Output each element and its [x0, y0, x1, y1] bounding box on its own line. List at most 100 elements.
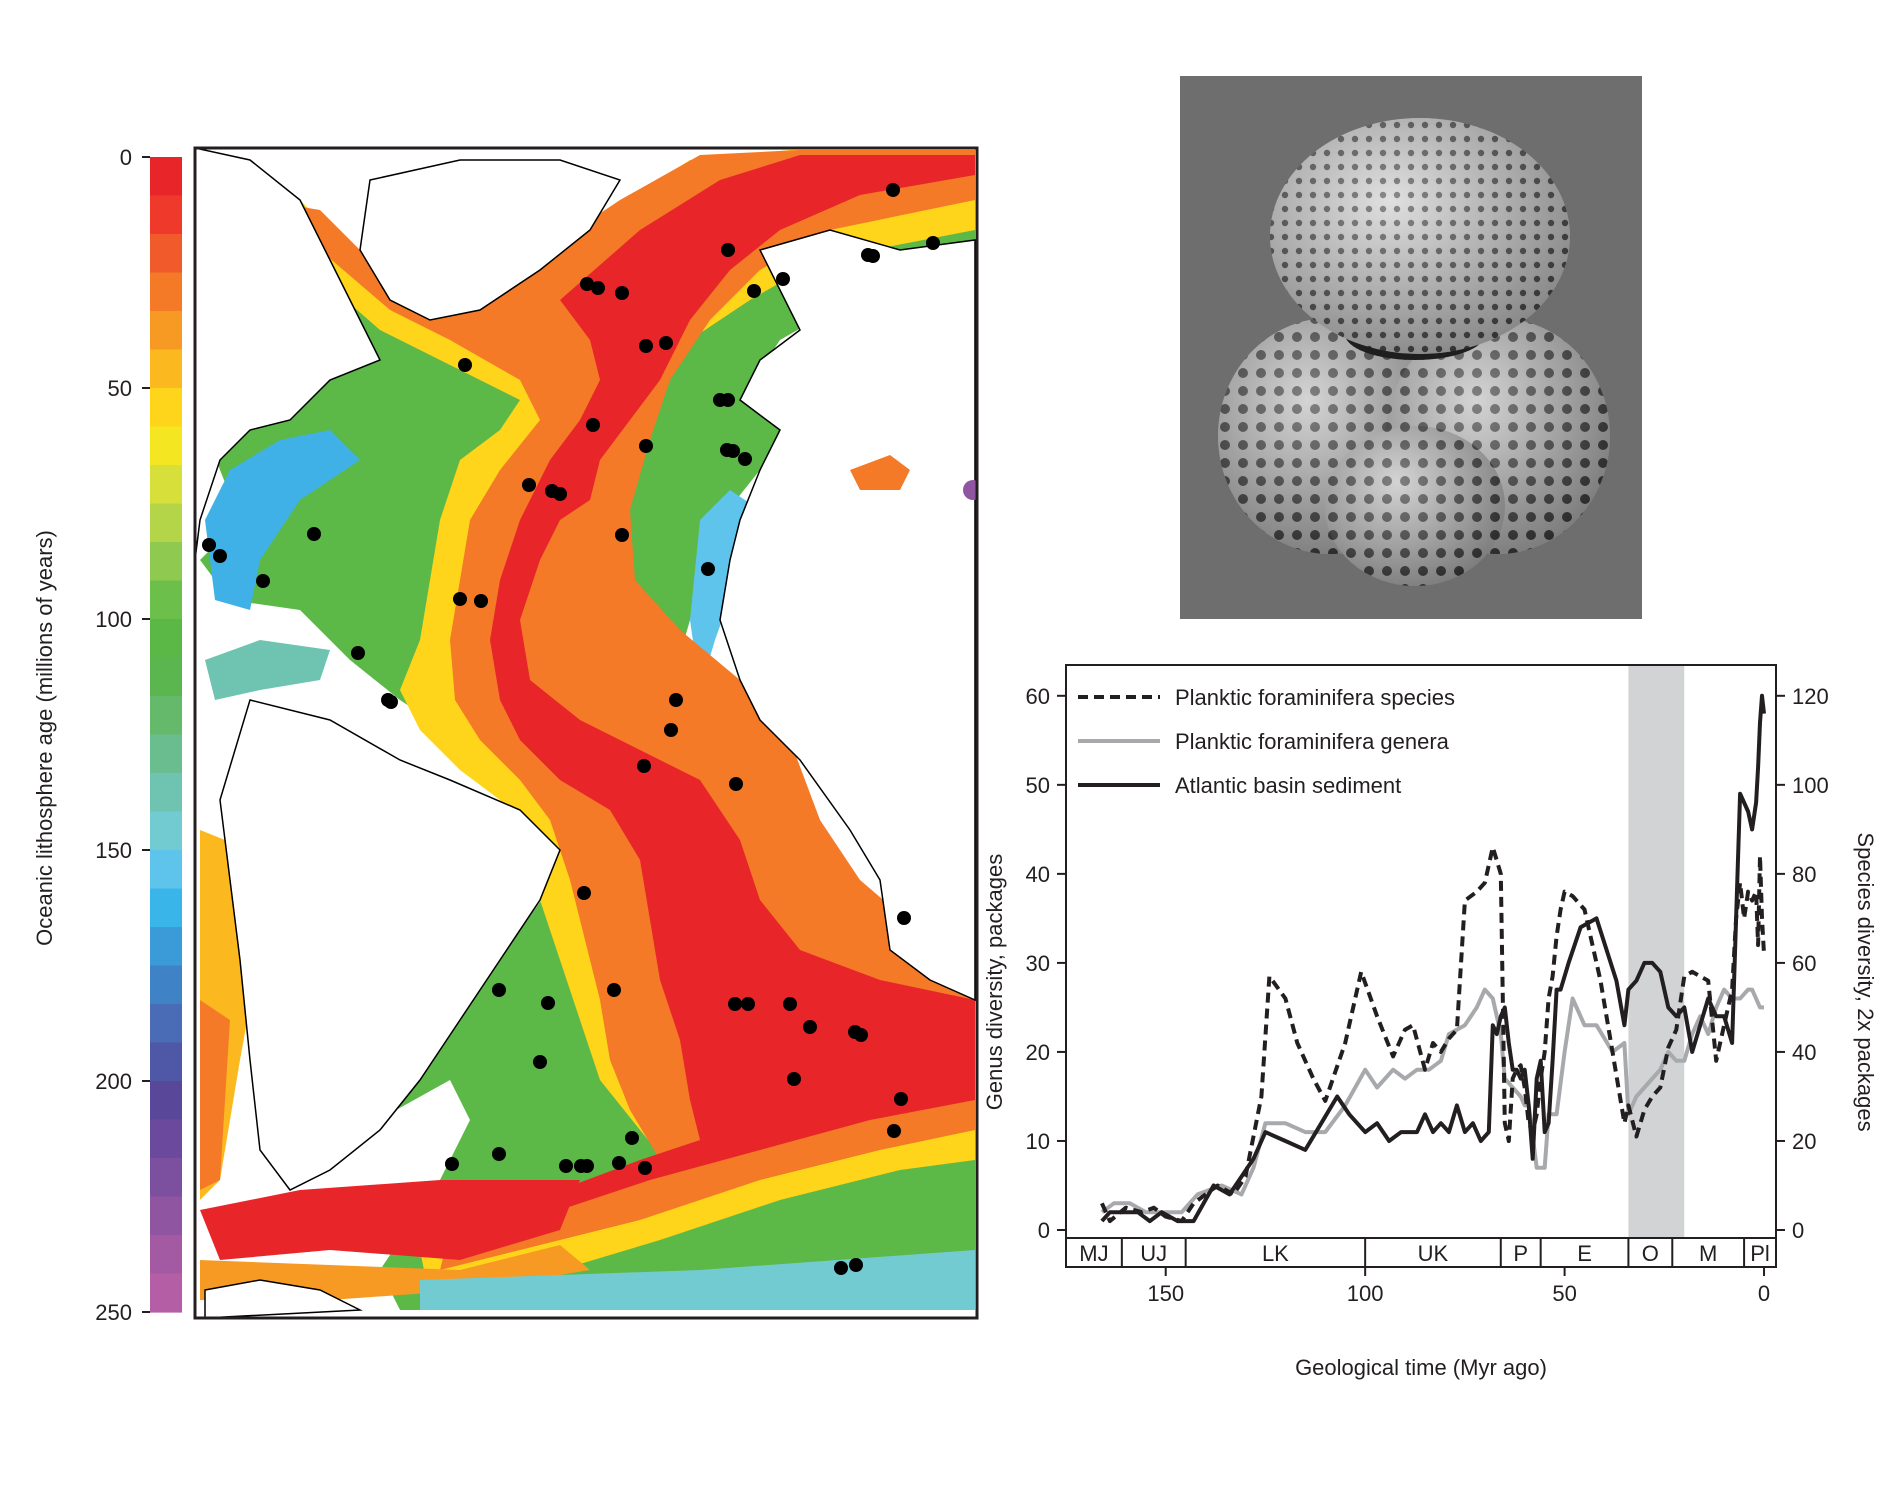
drill-site-marker	[580, 277, 594, 291]
drill-site-marker	[738, 452, 752, 466]
colorbar-tick-label: 50	[108, 376, 132, 401]
x-tick-label: 150	[1147, 1281, 1184, 1306]
pacific-floor-orange	[200, 1000, 230, 1190]
drill-site-marker	[625, 1131, 639, 1145]
drill-site-marker	[202, 538, 216, 552]
drill-site-marker	[612, 1156, 626, 1170]
age-colorbar-axis-label: Oceanic lithosphere age (millions of yea…	[32, 530, 57, 946]
drill-site-marker	[721, 393, 735, 407]
colorbar-swatch	[150, 1235, 182, 1275]
drill-site-marker	[866, 249, 880, 263]
series-line-planktic-foraminifera-species	[1100, 845, 1766, 1224]
drill-site-marker	[445, 1157, 459, 1171]
period-label: UJ	[1140, 1241, 1167, 1266]
drill-site-marker	[664, 723, 678, 737]
south-america-landmass	[219, 699, 561, 1191]
colorbar-swatch	[150, 965, 182, 1005]
colorbar-swatch	[150, 619, 182, 659]
drill-site-marker	[213, 549, 227, 563]
drill-site-marker	[458, 358, 472, 372]
drill-site-marker	[741, 997, 755, 1011]
map-frame	[193, 146, 979, 1320]
y-right-tick-label: 0	[1792, 1218, 1804, 1243]
colorbar-swatch	[150, 1119, 182, 1159]
drill-site-marker	[586, 418, 600, 432]
colorbar-swatch	[150, 234, 182, 274]
foraminifera-sem-image	[1180, 76, 1642, 619]
drill-site-marker	[639, 339, 653, 353]
antarctica-peninsula	[204, 1279, 363, 1318]
colorbar-swatch	[150, 311, 182, 351]
x-axis-label: Geological time (Myr ago)	[1295, 1355, 1547, 1380]
colorbar-swatch	[150, 1158, 182, 1198]
drill-site-marker	[384, 695, 398, 709]
drill-site-marker	[474, 594, 488, 608]
drill-site-marker	[638, 1161, 652, 1175]
drill-site-marker	[615, 528, 629, 542]
oligocene-shaded-band	[1628, 665, 1685, 1238]
colorbar-tick-label: 0	[120, 145, 132, 170]
drill-site-marker	[533, 1055, 547, 1069]
y-left-tick-label: 50	[1026, 773, 1050, 798]
drill-site-marker	[849, 1258, 863, 1272]
drill-site-marker	[453, 592, 467, 606]
drill-site-marker	[701, 562, 715, 576]
y-left-tick-label: 0	[1038, 1218, 1050, 1243]
drill-site-marker	[887, 1124, 901, 1138]
north-america-landmass	[195, 148, 382, 561]
drill-site-marker	[787, 1072, 801, 1086]
drill-site-marker	[256, 574, 270, 588]
chart-legend: Planktic foraminifera species Planktic fo…	[1078, 685, 1455, 798]
drill-site-marker	[728, 997, 742, 1011]
drill-site-marker	[522, 478, 536, 492]
colorbar-swatch	[150, 542, 182, 582]
colorbar-swatch	[150, 850, 182, 890]
diversity-chart-svg: MJ UJ LK UK P E O M Pl 150 100 50 0 0 10 20 30 40 50 60 0…	[982, 664, 1878, 1380]
x-axis-ticks: 150 100 50 0	[1147, 1267, 1770, 1306]
colorbar-swatch	[150, 657, 182, 697]
colorbar-swatch	[150, 349, 182, 389]
colorbar-swatch	[150, 1081, 182, 1121]
colorbar-swatch	[150, 1196, 182, 1236]
period-label-bar: MJ UJ LK UK P E O M Pl	[1066, 1237, 1776, 1267]
drill-site-marker	[580, 1159, 594, 1173]
mediterranean-patch	[850, 455, 910, 490]
diversity-chart-panel: MJ UJ LK UK P E O M Pl 150 100 50 0 0 10 20 30 40 50 60 0…	[960, 630, 1890, 1410]
drill-site-marker	[307, 527, 321, 541]
southern-ocean-ridge	[200, 1180, 580, 1260]
shaded-band-rect	[1628, 665, 1685, 1238]
drill-site-marker	[854, 1028, 868, 1042]
drill-site-marker	[783, 997, 797, 1011]
drill-site-marker	[894, 1092, 908, 1106]
y-right-tick-label: 60	[1792, 951, 1816, 976]
period-label: Pl	[1750, 1241, 1770, 1266]
legend-label: Atlantic basin sediment	[1175, 773, 1401, 798]
ocean-floor-blue-margin	[205, 430, 360, 610]
period-label: LK	[1262, 1241, 1289, 1266]
drill-site-marker	[492, 1147, 506, 1161]
colorbar-swatch	[150, 811, 182, 851]
drill-site-marker	[729, 777, 743, 791]
y-axis-left-ticks: 0 10 20 30 40 50 60	[1026, 684, 1066, 1243]
drill-site-marker	[615, 286, 629, 300]
drill-site-marker	[669, 693, 683, 707]
colorbar-swatch	[150, 272, 182, 312]
drill-site-markers	[202, 183, 940, 1275]
y-axis-left-label: Genus diversity, packages	[982, 854, 1007, 1110]
x-tick-label: 100	[1347, 1281, 1384, 1306]
y-axis-right-ticks: 0 20 40 60 80 100 120	[1776, 684, 1829, 1243]
period-label: O	[1642, 1241, 1659, 1266]
y-left-tick-label: 20	[1026, 1040, 1050, 1065]
drill-site-marker	[803, 1020, 817, 1034]
colorbar-tick-label: 250	[95, 1300, 132, 1325]
colorbar-swatch	[150, 426, 182, 466]
ocean-age-map-svg: 0 50 100 150 200 250 Oceanic lithosphere age …	[32, 145, 979, 1325]
colorbar-swatch	[150, 696, 182, 736]
drill-site-marker	[559, 1159, 573, 1173]
period-label: M	[1699, 1241, 1717, 1266]
east-med-purple-patch	[963, 480, 977, 500]
period-label: E	[1577, 1241, 1592, 1266]
colorbar-swatch	[150, 157, 182, 197]
age-colorbar-ticks: 0 50 100 150 200 250	[95, 145, 150, 1325]
y-right-tick-label: 100	[1792, 773, 1829, 798]
